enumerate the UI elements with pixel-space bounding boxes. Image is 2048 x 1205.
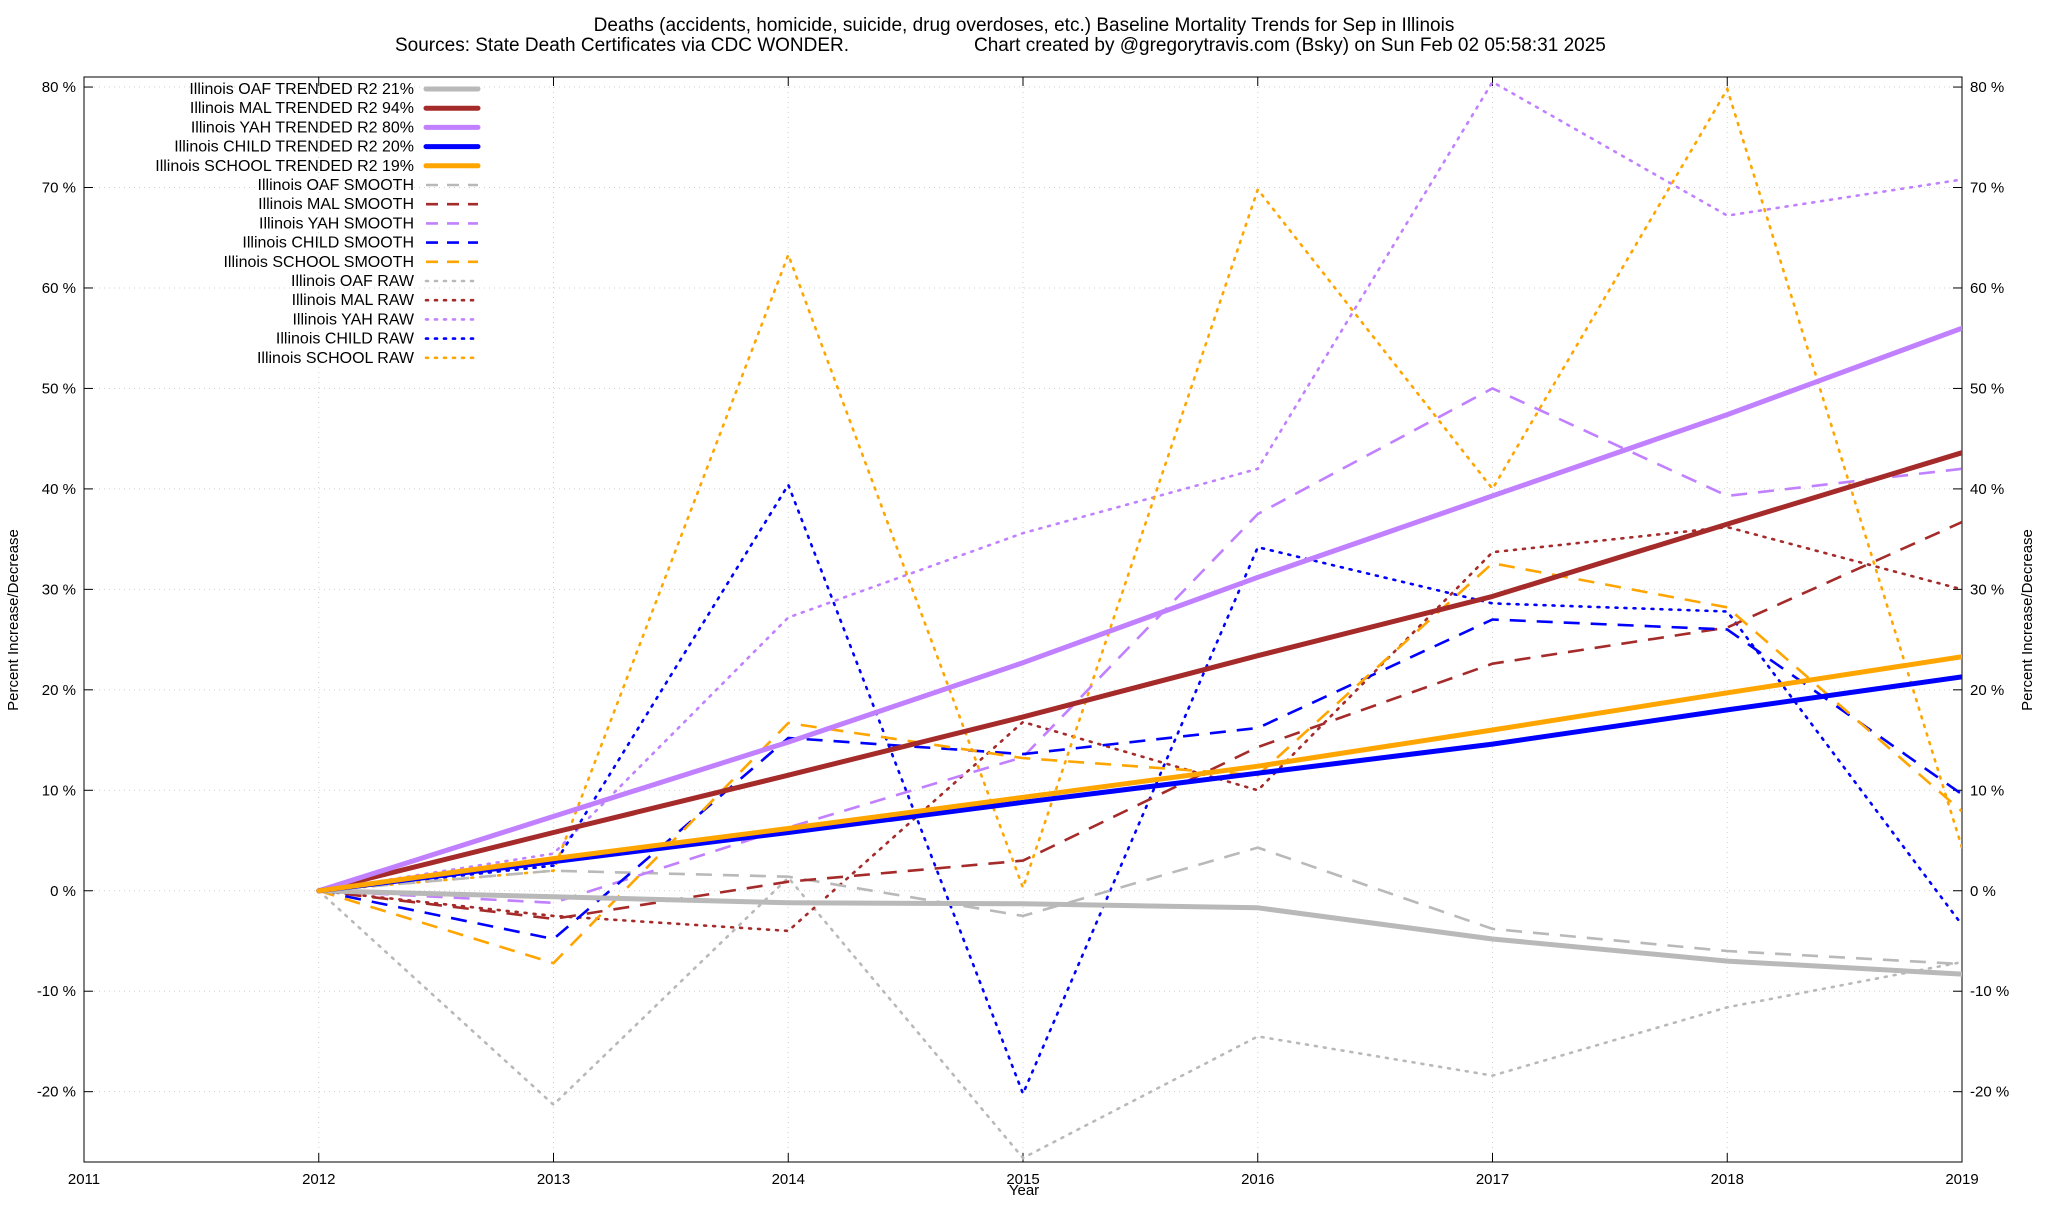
axes: 80 % 80 % 70 % 70 % 60 % 60 % 50 % 50 % 40 % 40 %… [37,76,2009,1188]
y-tick-label-left: 0 % [50,883,76,900]
legend-label: Illinois YAH TRENDED R2 80% [191,119,414,136]
series-line-illinois-oaf-raw [317,875,1962,1160]
series-line-illinois-school-trended-r2-19 [316,654,1962,894]
legend-label: Illinois MAL SMOOTH [258,196,414,213]
y-tick-label-right: 10 % [1970,782,2004,799]
series-lines [316,80,1962,1160]
series-line-illinois-yah-trended-r2-80 [316,325,1962,894]
series-line-illinois-mal-smooth [318,520,1962,921]
x-tick-label: 2014 [772,1171,805,1188]
chart-subtitle-sources: Sources: State Death Certificates via CD… [395,35,849,56]
y-axis-label-right: Percent Increase/Decrease [2019,529,2036,711]
y-tick-label-right: 70 % [1970,180,2004,197]
y-tick-label-left: 30 % [42,581,76,598]
x-tick-label: 2019 [1945,1171,1978,1188]
y-tick-label-left: 70 % [42,180,76,197]
plot-frame [83,76,1963,1163]
x-axis-label: Year [1009,1182,1039,1199]
y-tick-label-right: 60 % [1970,280,2004,297]
y-tick-label-right: 40 % [1970,481,2004,498]
y-tick-label-left: 60 % [42,280,76,297]
y-tick-label-right: 50 % [1970,380,2004,397]
y-tick-label-right: 20 % [1970,682,2004,699]
legend-label: Illinois SCHOOL SMOOTH [223,254,414,271]
series-line-illinois-school-raw [317,85,1962,893]
series-line-illinois-oaf-trended-r2-21 [316,888,1962,977]
grid-lines [83,77,1963,1162]
y-axis-label-left: Percent Increase/Decrease [5,529,22,711]
legend-label: Illinois CHILD RAW [276,331,415,348]
legend-label: Illinois SCHOOL RAW [257,350,415,367]
y-tick-label-left: 80 % [42,79,76,96]
legend-label: Illinois CHILD SMOOTH [242,235,414,252]
x-tick-label: 2015 [1006,1171,1039,1188]
legend-label: Illinois SCHOOL TRENDED R2 19% [155,158,414,175]
x-tick-label: 2018 [1711,1171,1744,1188]
y-tick-label-left: 10 % [42,782,76,799]
y-tick-label-left: 50 % [42,380,76,397]
chart-title: Deaths (accidents, homicide, suicide, dr… [594,15,1455,36]
series-line-illinois-child-raw [317,481,1962,1098]
series-line-illinois-yah-smooth [318,386,1962,905]
x-tick-label: 2017 [1476,1171,1509,1188]
chart-subtitle-credit: Chart created by @gregorytravis.com (Bsk… [974,35,1606,56]
y-tick-label-right: 0 % [1970,883,1996,900]
series-line-illinois-child-smooth [318,618,1962,941]
legend-label: Illinois OAF TRENDED R2 21% [189,81,414,98]
series-line-illinois-oaf-smooth [318,846,1962,966]
x-tick-label: 2012 [302,1171,335,1188]
legend-label: Illinois YAH SMOOTH [259,215,414,232]
x-tick-label: 2011 [68,1171,100,1188]
legend-label: Illinois OAF SMOOTH [258,177,414,194]
y-tick-label-left: 40 % [42,481,76,498]
series-line-illinois-child-trended-r2-20 [316,674,1962,894]
legend-label: Illinois OAF RAW [291,273,415,290]
series-line-illinois-school-smooth [318,561,1962,965]
x-tick-label: 2013 [537,1171,570,1188]
y-tick-label-left: -20 % [37,1084,76,1101]
legend-label: Illinois YAH RAW [292,311,414,328]
x-tick-label: 2016 [1241,1171,1274,1188]
series-line-illinois-mal-raw [317,525,1962,933]
y-tick-label-left: -10 % [37,983,76,1000]
y-tick-label-right: -20 % [1970,1084,2009,1101]
series-line-illinois-mal-trended-r2-94 [316,450,1962,894]
legend-label: Illinois CHILD TRENDED R2 20% [174,139,414,156]
y-tick-label-left: 20 % [42,682,76,699]
y-tick-label-right: 80 % [1970,79,2004,96]
y-tick-label-right: -10 % [1970,983,2009,1000]
y-tick-label-right: 30 % [1970,581,2004,598]
legend-label: Illinois MAL TRENDED R2 94% [190,100,414,117]
legend: Illinois OAF TRENDED R2 21% Illinois MAL … [155,81,481,367]
legend-label: Illinois MAL RAW [292,292,415,309]
